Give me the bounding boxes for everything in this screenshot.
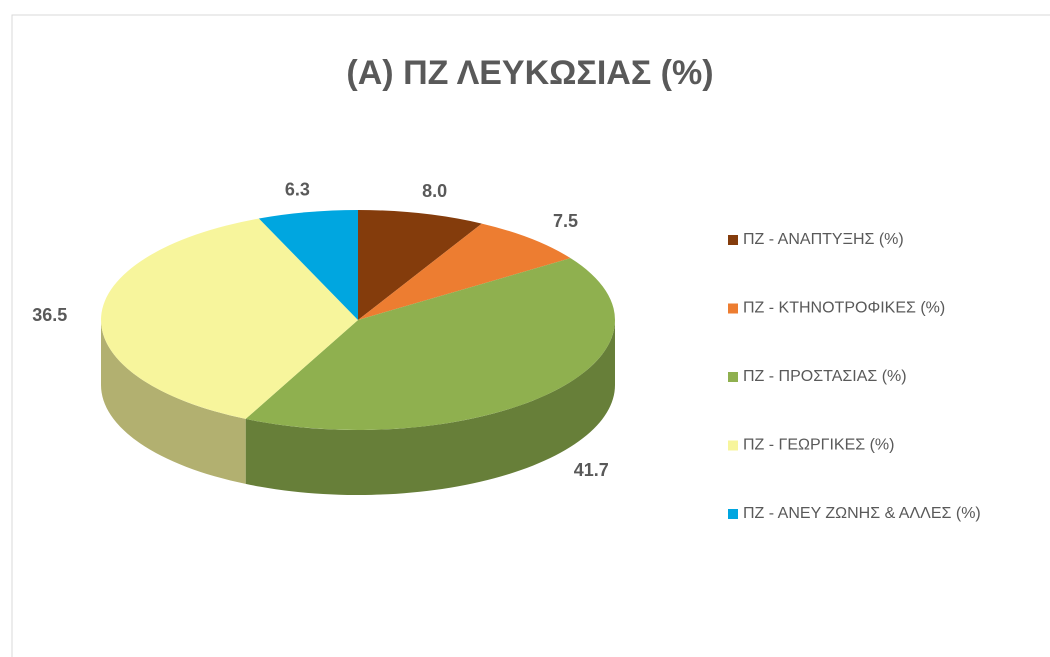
chart-title: (A) ΠΖ ΛΕΥΚΩΣΙΑΣ (%) <box>346 54 713 92</box>
legend-marker <box>728 235 738 245</box>
data-label: 41.7 <box>574 460 609 480</box>
pie-slice <box>100 218 358 419</box>
pie-side <box>245 320 615 495</box>
data-label: 7.5 <box>553 211 578 231</box>
pie-tops <box>100 210 615 430</box>
pie-side <box>101 320 246 484</box>
data-label: 8.0 <box>422 181 447 201</box>
data-label: 36.5 <box>32 305 67 325</box>
pie-slice <box>358 223 571 320</box>
legend-label: ΠΖ - ΑΝΕΥ ΖΩΝΗΣ & ΑΛΛΕΣ (%) <box>743 505 981 522</box>
legend-label: ΠΖ - ΓΕΩΡΓΙΚΕΣ (%) <box>743 437 894 454</box>
pie-slice <box>245 258 615 430</box>
legend-label: ΠΖ - ΠΡΟΣΤΑΣΙΑΣ (%) <box>743 368 907 385</box>
pie-slice <box>258 210 358 320</box>
data-label: 6.3 <box>285 179 310 199</box>
legend-marker <box>728 509 738 519</box>
legend-label: ΠΖ - ΚΤΗΝΟΤΡΟΦΙΚΕΣ (%) <box>743 300 945 317</box>
pie-slice <box>358 210 482 320</box>
legend-marker <box>728 372 738 382</box>
legend-marker <box>728 303 738 314</box>
labels: 8.0 ΠΖ - ΑΝΑΠΤΥΞΗΣ (%) 7.5 ΠΖ - ΚΤΗΝΟΤΡΟΦΙΚ… <box>32 179 981 522</box>
pie-sides <box>101 320 615 495</box>
legend-marker <box>728 440 738 451</box>
legend-label: ΠΖ - ΑΝΑΠΤΥΞΗΣ (%) <box>743 231 904 248</box>
